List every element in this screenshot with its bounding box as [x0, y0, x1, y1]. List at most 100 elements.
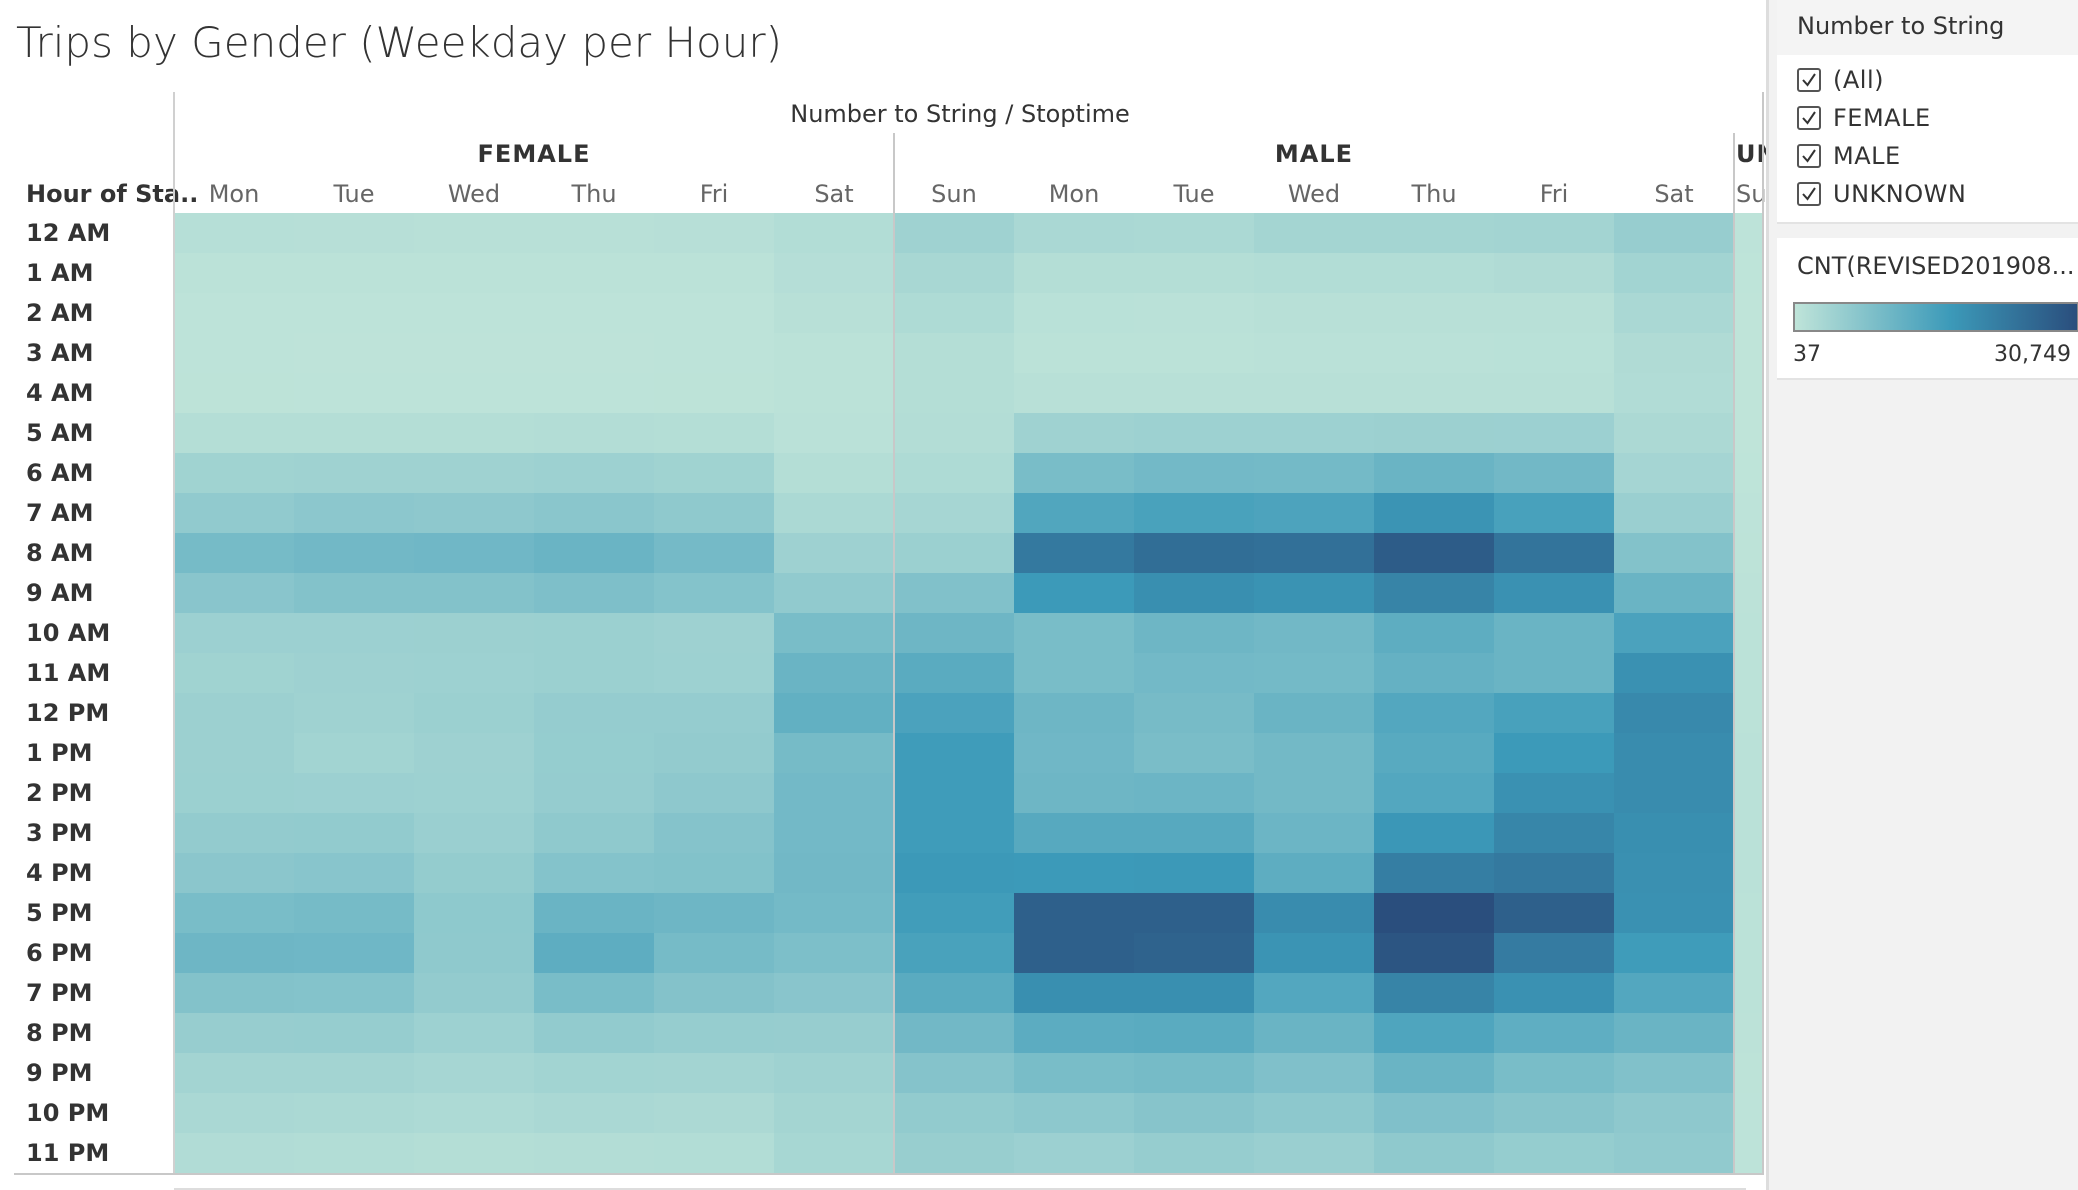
- heatmap-cell: [1134, 493, 1254, 533]
- filter-item-male[interactable]: MALE: [1797, 140, 1901, 172]
- filter-item-female[interactable]: FEMALE: [1797, 102, 1931, 134]
- day-label: Sat: [1654, 180, 1693, 208]
- row-header-title: Hour of Sta..: [26, 180, 198, 208]
- heatmap-cell: [654, 373, 774, 413]
- heatmap-cell: [1134, 1053, 1254, 1093]
- heatmap-cell: [1254, 933, 1374, 973]
- heatmap-cell: [894, 773, 1014, 813]
- heatmap-cell: [774, 973, 894, 1013]
- checkbox-icon[interactable]: [1797, 106, 1821, 130]
- heatmap-cell: [414, 733, 534, 773]
- heatmap-cell: [654, 773, 774, 813]
- heatmap-cell: [294, 373, 414, 413]
- heatmap-cell: [1734, 1053, 1762, 1093]
- day-label: Fri: [1540, 180, 1569, 208]
- heatmap-cell: [1734, 213, 1762, 253]
- hour-label: 6 AM: [26, 459, 94, 487]
- heatmap-cell: [534, 1053, 654, 1093]
- filter-item-all[interactable]: (All): [1797, 64, 1884, 96]
- heatmap-cell: [1494, 693, 1614, 733]
- heatmap-cell: [294, 293, 414, 333]
- heatmap-cell: [1614, 1013, 1734, 1053]
- heatmap-cell: [1614, 453, 1734, 493]
- heatmap-cell: [1374, 413, 1494, 453]
- group-label: FEMALE: [478, 140, 591, 168]
- heatmap-cell: [1614, 893, 1734, 933]
- heatmap-cell: [654, 213, 774, 253]
- heatmap-cell: [174, 253, 294, 293]
- checkbox-icon[interactable]: [1797, 144, 1821, 168]
- heatmap-cell: [1014, 1053, 1134, 1093]
- heatmap-cell: [1494, 213, 1614, 253]
- side-panel: Number to String (All) FEMALE MALE UNKNO…: [1766, 0, 2078, 1190]
- heatmap-cell: [1134, 693, 1254, 733]
- checkbox-icon[interactable]: [1797, 68, 1821, 92]
- heatmap-cell: [1614, 573, 1734, 613]
- heatmap-cell: [1374, 933, 1494, 973]
- heatmap-cell: [174, 1053, 294, 1093]
- heatmap-cell: [1734, 293, 1762, 333]
- day-label: Sat: [814, 180, 853, 208]
- heatmap-cell: [1614, 733, 1734, 773]
- hour-label: 8 PM: [26, 1019, 93, 1047]
- heatmap-cell: [1134, 373, 1254, 413]
- heatmap-cell: [1614, 1093, 1734, 1133]
- heatmap-cell: [174, 333, 294, 373]
- heatmap-cell: [654, 573, 774, 613]
- heatmap-cell: [534, 213, 654, 253]
- heatmap-cell: [534, 453, 654, 493]
- heatmap-cell: [654, 693, 774, 733]
- heatmap-cell: [1734, 933, 1762, 973]
- heatmap-cell: [894, 573, 1014, 613]
- heatmap-cell: [774, 453, 894, 493]
- heatmap-cell: [774, 493, 894, 533]
- day-label: Wed: [1288, 180, 1340, 208]
- heatmap-cell: [894, 1053, 1014, 1093]
- heatmap-cell: [1734, 1133, 1762, 1173]
- heatmap-cell: [1734, 253, 1762, 293]
- heatmap-cell: [534, 813, 654, 853]
- heatmap-cell: [414, 773, 534, 813]
- heatmap-cell: [1254, 1133, 1374, 1173]
- heatmap-cell: [1614, 413, 1734, 453]
- heatmap-cell: [1014, 1013, 1134, 1053]
- heatmap-cell: [414, 813, 534, 853]
- heatmap-cell: [1734, 693, 1762, 733]
- filter-item-label: UNKNOWN: [1833, 180, 1967, 208]
- hour-label: 7 PM: [26, 979, 93, 1007]
- main-view: Trips by Gender (Weekday per Hour) Numbe…: [14, 18, 1766, 1190]
- heatmap-cell: [774, 853, 894, 893]
- heatmap-cell: [894, 1133, 1014, 1173]
- heatmap-cell: [1494, 973, 1614, 1013]
- heatmap-cell: [1614, 533, 1734, 573]
- heatmap-cell: [1134, 813, 1254, 853]
- heatmap-cell: [414, 333, 534, 373]
- heatmap-cell: [1374, 1093, 1494, 1133]
- heatmap-cell: [1014, 293, 1134, 333]
- heatmap-cell: [1494, 533, 1614, 573]
- heatmap-cell: [414, 573, 534, 613]
- heatmap-cell: [414, 893, 534, 933]
- filter-item-unknown[interactable]: UNKNOWN: [1797, 178, 1966, 210]
- heatmap-cell: [1734, 733, 1762, 773]
- hour-label: 3 PM: [26, 819, 93, 847]
- heatmap-cell: [1134, 293, 1254, 333]
- heatmap-cell: [654, 613, 774, 653]
- hour-label: 9 AM: [26, 579, 94, 607]
- day-label: Tue: [1173, 180, 1215, 208]
- heatmap-cell: [174, 653, 294, 693]
- day-label: Fri: [700, 180, 729, 208]
- heatmap-cell: [654, 253, 774, 293]
- heatmap-cell: [534, 253, 654, 293]
- column-header-title: Number to String / Stoptime: [790, 100, 1130, 128]
- heatmap-cell: [1614, 613, 1734, 653]
- checkbox-icon[interactable]: [1797, 182, 1821, 206]
- heatmap-cell: [654, 413, 774, 453]
- heatmap-cell: [1614, 813, 1734, 853]
- hour-label: 2 PM: [26, 779, 93, 807]
- heatmap-cell: [774, 1133, 894, 1173]
- heatmap-cell: [1254, 853, 1374, 893]
- heatmap-cell: [1014, 773, 1134, 813]
- heatmap-cell: [1014, 653, 1134, 693]
- day-label: Mon: [1049, 180, 1100, 208]
